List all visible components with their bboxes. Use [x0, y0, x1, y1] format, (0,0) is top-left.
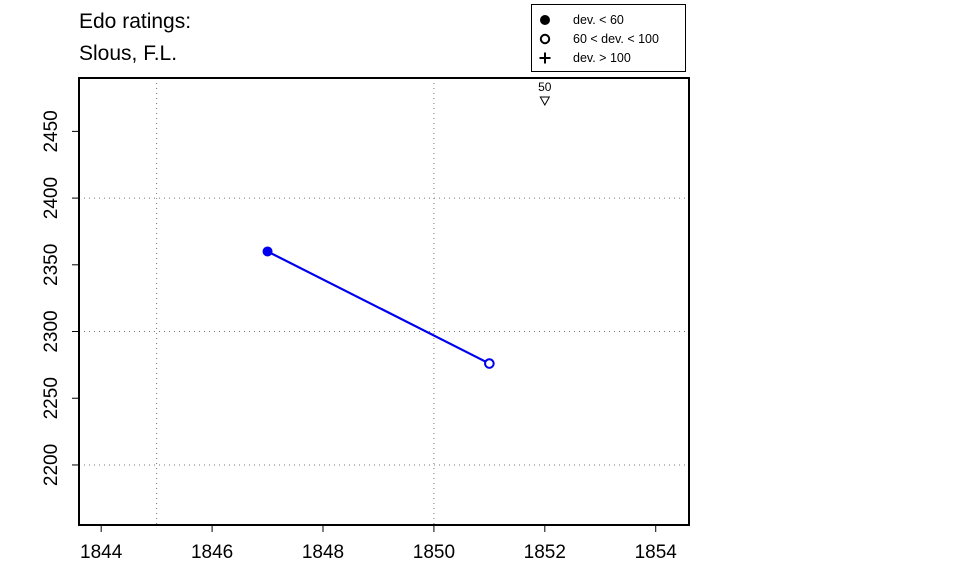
annotation-layer: 50 — [538, 80, 552, 107]
plus-icon — [534, 52, 556, 64]
x-tick-label: 1852 — [524, 542, 566, 563]
down-triangle-icon — [539, 96, 551, 107]
legend-label: 60 < dev. < 100 — [573, 32, 659, 46]
chart-title-line-2: Slous, F.L. — [79, 42, 178, 65]
y-tick-label: 2350 — [41, 244, 62, 286]
legend-label: dev. > 100 — [573, 51, 631, 65]
y-tick-label: 2250 — [41, 377, 62, 419]
legend-entry: dev. < 60 — [532, 11, 624, 29]
legend-entry: dev. > 100 — [532, 49, 631, 67]
x-tick-label: 1846 — [191, 542, 233, 563]
y-tick-label: 2200 — [41, 444, 62, 486]
data-point-filled — [262, 246, 273, 257]
series-line — [267, 250, 490, 365]
data-point-open — [484, 358, 495, 369]
y-tick-label: 2300 — [41, 310, 62, 352]
plot-frame — [78, 77, 690, 526]
x-axis: 1844 1846 1848 1850 1852 1854 — [80, 525, 677, 563]
chart-title-line-1: Edo ratings: — [79, 10, 192, 33]
filled-circle-icon — [534, 14, 556, 26]
legend-label: dev. < 60 — [573, 13, 624, 27]
x-tick-label: 1844 — [80, 542, 123, 563]
annotation-label: 50 — [538, 80, 552, 94]
y-tick-label: 2400 — [41, 177, 62, 219]
y-axis: 2200 2250 2300 2350 2400 2450 — [41, 110, 79, 486]
legend: dev. < 60 60 < dev. < 100 dev. > 100 — [531, 4, 686, 72]
x-tick-label: 1850 — [413, 542, 455, 563]
y-tick-label: 2450 — [41, 110, 62, 152]
x-tick-label: 1848 — [302, 542, 344, 563]
open-circle-icon — [534, 33, 556, 45]
x-tick-label: 1854 — [635, 542, 678, 563]
legend-entry: 60 < dev. < 100 — [532, 30, 659, 48]
series-layer — [262, 246, 495, 369]
grid-lines — [79, 78, 689, 525]
